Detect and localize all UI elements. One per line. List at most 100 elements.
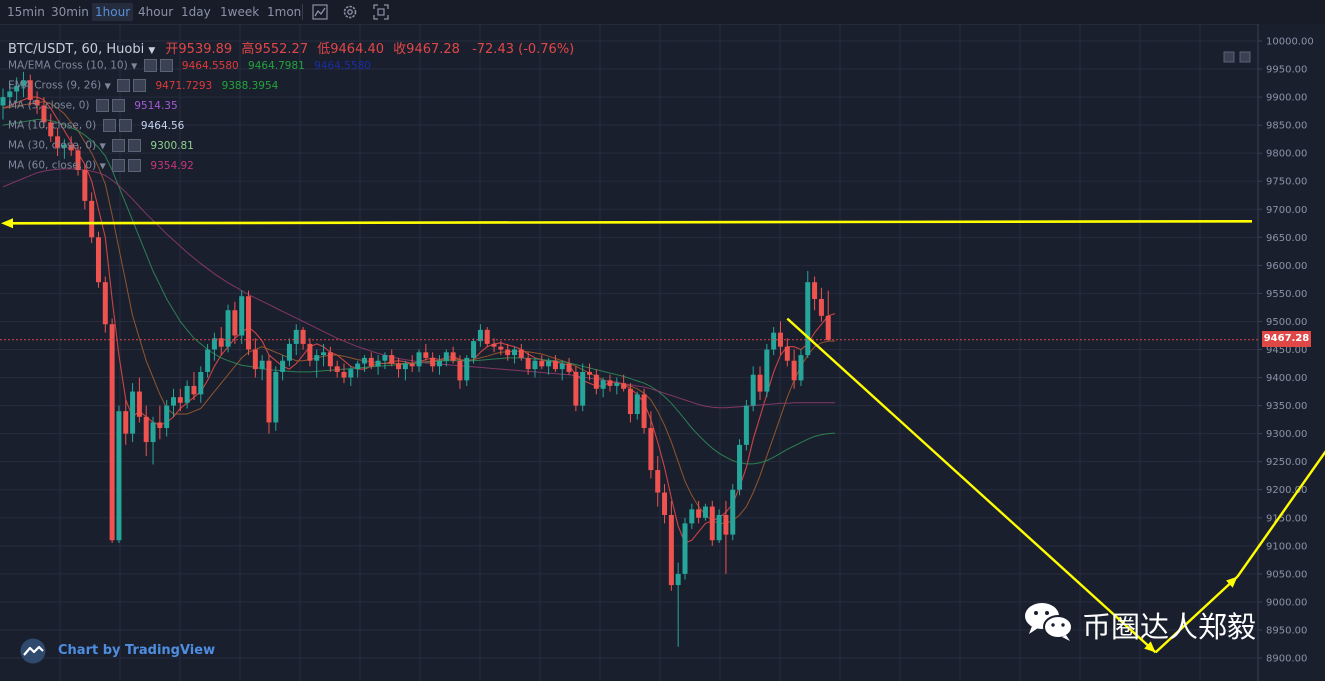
indicator-settings-icon[interactable] [95,99,109,112]
scale-buttons[interactable] [1223,51,1251,63]
high-label: 高 [241,42,255,57]
timeframe-1mon[interactable]: 1mon [267,5,302,19]
candle-body [737,444,743,490]
candle [627,383,633,423]
candle-body [375,360,381,367]
indicator-row-ma60[interactable]: MA (60, close, 0) ▼ 9354.92 [8,159,194,175]
price-chart[interactable]: 10000.00 9950.00 9900.00 9850.00 9800.00 9750… [0,24,1325,681]
indicator-name: MA (5, close, 0) [8,99,90,112]
indicator-close-icon[interactable] [159,59,173,72]
axis-tick-label: 9650.00 [1266,233,1307,244]
candle-body [7,91,13,98]
candle [95,231,101,288]
indicator-settings-icon[interactable] [117,79,131,92]
candle [246,290,252,356]
candle [136,377,142,423]
candle [307,338,313,367]
open-label: 开 [165,42,179,57]
scale-mode-button[interactable] [1223,51,1235,63]
candle [225,304,231,353]
candle [477,324,483,347]
candle [457,355,463,389]
candle [430,352,436,372]
indicator-name: MA (10, close, 0) [8,119,97,132]
axis-tick-label: 9850.00 [1266,121,1307,132]
indicator-row-ma-ema-cross[interactable]: MA/EMA Cross (10, 10) ▼ 9464.5580 9464.7… [8,59,371,75]
indicator-row-ma30[interactable]: MA (30, close, 0) ▼ 9300.81 [8,139,194,155]
settings-gear-icon[interactable] [340,3,360,21]
candle-body [471,341,477,358]
axis-tick-label: 9800.00 [1266,149,1307,160]
tradingview-credit[interactable]: Chart by TradingView [58,643,216,658]
timeframe-1day[interactable]: 1day [181,5,211,19]
candle [716,509,722,544]
candlestick-series [0,71,831,647]
candle-body [205,349,211,372]
drawing-annotations [0,218,1325,654]
indicator-close-icon[interactable] [111,99,125,112]
candle [341,363,347,384]
candle-body [784,346,790,361]
indicator-value: 9464.56 [140,119,185,132]
chevron-down-icon[interactable]: ▼ [99,161,106,171]
symbol-label[interactable]: BTC/USDT, 60, Huobi [8,42,145,57]
candle-body [116,411,122,541]
indicator-settings-icon[interactable] [143,59,157,72]
indicator-close-icon[interactable] [128,159,142,172]
low-value: 9464.40 [330,42,385,57]
candle [689,503,695,529]
timeframe-1week[interactable]: 1week [220,5,260,19]
scale-auto-button[interactable] [1239,51,1251,63]
axis-tick-label: 9100.00 [1266,541,1307,552]
indicator-value: 9464.5580 [314,59,371,72]
candle [355,360,361,378]
candle-body [14,85,20,92]
candle [648,411,654,479]
candle [286,338,292,367]
candle-body [614,383,620,386]
indicator-settings-icon[interactable] [102,119,116,132]
candle [0,88,6,120]
indicator-settings-icon[interactable] [112,139,126,152]
candle-body [818,299,824,316]
indicator-close-icon[interactable] [133,79,147,92]
candle [641,388,647,434]
chevron-down-icon[interactable]: ▼ [99,141,106,151]
candle [532,357,538,378]
candle [559,360,565,381]
chevron-down-icon[interactable]: ▼ [104,81,111,91]
axis-tick-label: 9300.00 [1266,429,1307,440]
candle-body [566,363,572,372]
candle [123,399,129,445]
indicator-row-ma5[interactable]: MA (5, close, 0) 9514.35 [8,99,178,115]
chevron-down-icon[interactable]: ▼ [131,61,138,71]
indicator-value: 9354.92 [150,159,194,172]
candle-body [621,383,627,389]
timeframe-1hour[interactable]: 1hour [92,3,134,21]
indicator-row-ema-cross[interactable]: EMA Cross (9, 26) ▼ 9471.7293 9388.3954 [8,79,278,95]
timeframe-15min[interactable]: 15min [7,5,45,19]
candle-body [27,80,33,100]
candle-body [498,346,504,350]
indicator-settings-icon[interactable] [112,159,126,172]
indicator-close-icon[interactable] [128,139,142,152]
timeframe-30min[interactable]: 30min [51,5,89,19]
tradingview-logo-icon[interactable] [18,638,48,664]
timeframe-4hour[interactable]: 4hour [138,5,174,19]
candle [116,405,122,544]
toolbar-separator [302,4,303,20]
indicator-row-ma10[interactable]: MA (10, close, 0) 9464.56 [8,119,184,135]
chart-type-icon[interactable] [310,3,330,21]
indicator-value: 9300.81 [150,139,194,152]
candle-body [587,371,593,375]
trend-arrow [1154,575,1239,654]
candle-body [382,355,388,361]
indicator-value: 9464.5580 [181,59,239,72]
indicator-close-icon[interactable] [118,119,132,132]
candle-body [0,97,6,106]
chevron-down-icon[interactable]: ▼ [148,46,156,56]
close-label: 收 [393,42,407,57]
fullscreen-icon[interactable] [371,3,391,21]
candle [177,388,183,412]
candle-body [402,363,408,370]
